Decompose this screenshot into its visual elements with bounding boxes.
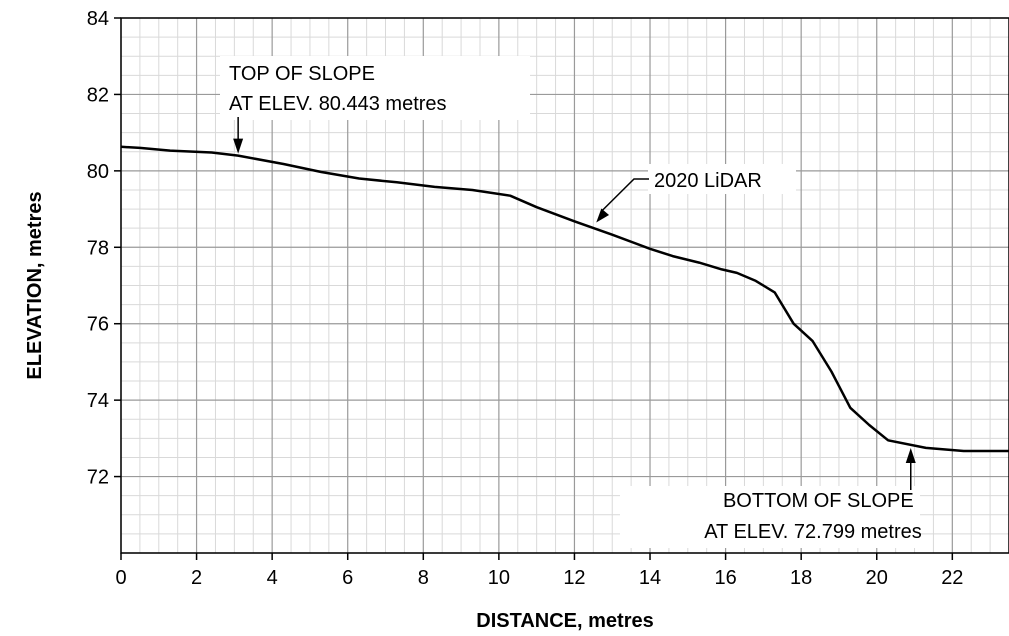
- y-tick-label: 74: [87, 390, 109, 412]
- top-of-slope-arrowhead: [233, 138, 244, 154]
- top-of-slope-label-line1: TOP OF SLOPE: [229, 63, 375, 85]
- y-axis-ticks: 72 74 76 78 80 82 84: [87, 8, 121, 489]
- x-axis-title: DISTANCE, metres: [476, 610, 653, 632]
- bottom-of-slope-label-line1: BOTTOM OF SLOPE: [723, 490, 914, 512]
- x-tick-label: 10: [488, 567, 510, 589]
- y-tick-label: 84: [87, 8, 109, 30]
- y-tick-label: 72: [87, 467, 109, 489]
- x-tick-label: 20: [866, 567, 888, 589]
- x-tick-label: 2: [191, 567, 202, 589]
- x-tick-label: 4: [267, 567, 278, 589]
- series-label-arrowhead: [596, 208, 610, 223]
- x-tick-label: 6: [342, 567, 353, 589]
- bottom-of-slope-label-line2: AT ELEV. 72.799 metres: [704, 521, 922, 543]
- y-tick-label: 82: [87, 84, 109, 106]
- x-tick-label: 8: [418, 567, 429, 589]
- x-axis-ticks: 0 2 4 6 8 10 12 14 16 18 20 22: [115, 553, 963, 589]
- y-axis-title: ELEVATION, metres: [24, 191, 46, 379]
- y-tick-label: 80: [87, 161, 109, 183]
- series-group: [120, 145, 1009, 453]
- series-label-leader: [600, 178, 649, 213]
- y-tick-label: 76: [87, 314, 109, 336]
- x-tick-label: 14: [639, 567, 661, 589]
- top-of-slope-label-background: [220, 56, 530, 120]
- series-label-background: [648, 164, 796, 194]
- series-line-2020-lidar: [120, 145, 1009, 453]
- x-tick-label: 22: [941, 567, 963, 589]
- plot-frame: [120, 17, 1009, 554]
- series-label-2020-lidar: 2020 LiDAR: [654, 170, 762, 192]
- annotations-group: TOP OF SLOPE AT ELEV. 80.443 metres BOTT…: [220, 56, 922, 548]
- x-tick-label: 16: [714, 567, 736, 589]
- bottom-of-slope-arrowhead: [905, 448, 916, 464]
- x-tick-label: 12: [563, 567, 585, 589]
- x-tick-label: 0: [115, 567, 126, 589]
- x-tick-label: 18: [790, 567, 812, 589]
- bottom-of-slope-label-background: [620, 486, 920, 548]
- top-of-slope-label-line2: AT ELEV. 80.443 metres: [229, 93, 447, 115]
- y-tick-label: 78: [87, 237, 109, 259]
